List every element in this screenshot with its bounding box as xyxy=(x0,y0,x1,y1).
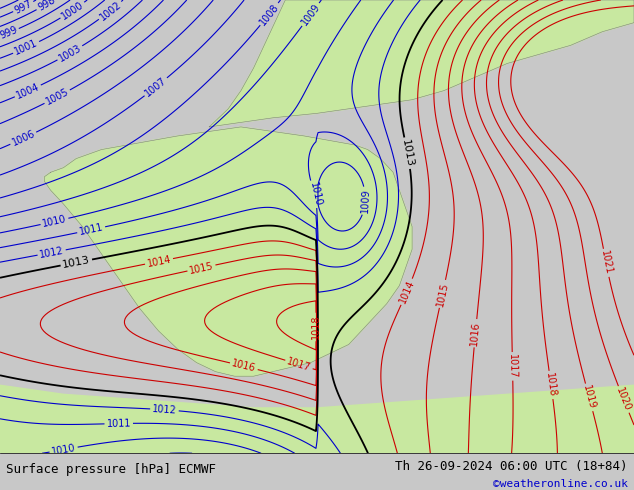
Text: 1002: 1002 xyxy=(98,0,123,22)
Text: 1015: 1015 xyxy=(435,281,450,307)
Polygon shape xyxy=(44,127,412,376)
Text: Th 26-09-2024 06:00 UTC (18+84): Th 26-09-2024 06:00 UTC (18+84) xyxy=(395,460,628,473)
Text: 1006: 1006 xyxy=(10,128,37,148)
Text: 1009: 1009 xyxy=(359,188,371,213)
Text: 1015: 1015 xyxy=(188,261,214,275)
Text: 1014: 1014 xyxy=(398,279,417,305)
Text: 1017: 1017 xyxy=(507,354,518,379)
Text: 1017: 1017 xyxy=(286,356,312,373)
Text: 1012: 1012 xyxy=(152,404,177,416)
Text: 1011: 1011 xyxy=(78,222,104,237)
Text: 1012: 1012 xyxy=(39,245,65,260)
Text: 1001: 1001 xyxy=(13,38,39,57)
Text: 1014: 1014 xyxy=(146,254,172,269)
Text: 1007: 1007 xyxy=(143,75,169,98)
Text: 1000: 1000 xyxy=(60,0,86,21)
Text: 1013: 1013 xyxy=(400,139,415,168)
Text: 1010: 1010 xyxy=(41,214,68,229)
Polygon shape xyxy=(209,0,634,127)
Text: 999: 999 xyxy=(0,25,19,41)
Text: 1021: 1021 xyxy=(599,250,613,276)
Text: 998: 998 xyxy=(36,0,57,13)
Text: 1018: 1018 xyxy=(311,315,321,339)
Text: 1016: 1016 xyxy=(469,320,482,346)
Text: 1011: 1011 xyxy=(107,418,131,429)
Text: 1010: 1010 xyxy=(308,181,323,207)
Text: 1016: 1016 xyxy=(231,359,257,374)
Text: 1009: 1009 xyxy=(299,1,322,27)
Text: Surface pressure [hPa] ECMWF: Surface pressure [hPa] ECMWF xyxy=(6,463,216,476)
Text: 1008: 1008 xyxy=(257,1,281,27)
Text: 1004: 1004 xyxy=(15,81,41,100)
Polygon shape xyxy=(380,240,399,249)
Text: 1018: 1018 xyxy=(545,372,558,398)
Text: 1020: 1020 xyxy=(614,386,633,413)
Text: ©weatheronline.co.uk: ©weatheronline.co.uk xyxy=(493,480,628,490)
Text: 1013: 1013 xyxy=(61,255,91,270)
Text: 997: 997 xyxy=(13,0,34,15)
Text: 1005: 1005 xyxy=(44,87,70,107)
Text: 1019: 1019 xyxy=(581,384,597,411)
Text: 1010: 1010 xyxy=(51,442,77,457)
Text: 1003: 1003 xyxy=(57,43,83,63)
Polygon shape xyxy=(0,385,634,453)
